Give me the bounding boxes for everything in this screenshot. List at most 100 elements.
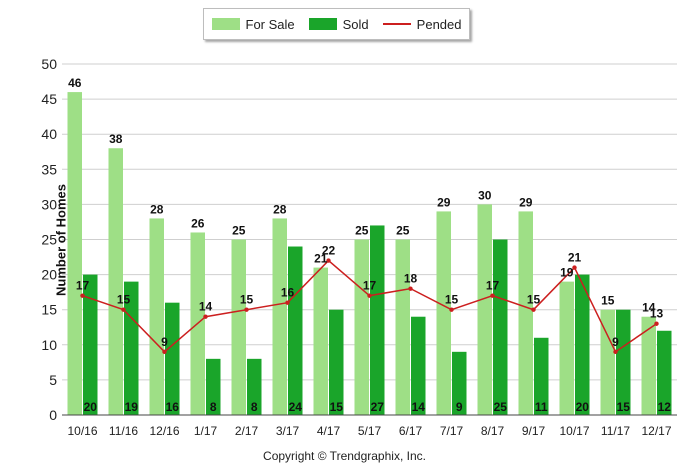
data-label-sold-7/17: 9 <box>456 400 463 414</box>
data-label-pended-12/16: 9 <box>161 335 168 349</box>
bar-sold-8/17 <box>493 239 508 415</box>
legend-swatch-pended <box>382 23 411 25</box>
data-labels: 46 20 38 19 28 16 26 8 25 8 28 24 21 15 25 27 25 14 29 9 30 2… <box>68 76 671 414</box>
pended-point-2/17 <box>244 307 249 312</box>
pended-point-11/17 <box>613 349 618 355</box>
y-tick-label-35: 35 <box>41 161 57 177</box>
data-label-for-sale-12/17: 14 <box>642 301 656 315</box>
pended-point-5/17 <box>367 293 372 298</box>
legend-swatch-for-sale <box>211 18 240 30</box>
pended-point-4/17 <box>326 258 331 263</box>
data-label-sold-8/17: 25 <box>494 400 508 414</box>
data-label-for-sale-3/17: 28 <box>273 202 287 216</box>
bar-sold-3/17 <box>288 246 303 415</box>
x-tick-label-7/17: 7/17 <box>440 424 464 438</box>
data-label-for-sale-5/17: 25 <box>355 224 369 238</box>
pended-point-7/17 <box>449 307 454 312</box>
data-label-pended-10/16: 17 <box>76 279 90 293</box>
data-label-pended-11/16: 15 <box>117 293 131 307</box>
x-tick-label-2/17: 2/17 <box>235 424 259 438</box>
data-label-for-sale-9/17: 29 <box>519 195 533 209</box>
legend-label-sold: Sold <box>342 16 369 32</box>
data-label-for-sale-8/17: 30 <box>478 188 492 202</box>
pended-line-group <box>80 258 659 355</box>
bar-for-sale-8/17 <box>477 204 492 415</box>
data-label-pended-3/17: 16 <box>281 286 295 300</box>
data-label-pended-4/17: 22 <box>322 244 336 258</box>
y-tick-label-40: 40 <box>41 126 57 142</box>
pended-point-6/17 <box>408 286 413 291</box>
bar-for-sale-2/17 <box>231 239 246 415</box>
grid-lines <box>62 63 677 416</box>
x-tick-label-10/17: 10/17 <box>559 424 589 438</box>
bar-for-sale-11/17 <box>600 309 615 415</box>
x-tick-label-8/17: 8/17 <box>481 424 505 438</box>
data-label-sold-9/17: 11 <box>535 400 548 414</box>
bar-sold-9/17 <box>534 337 549 415</box>
x-tick-label-6/17: 6/17 <box>399 424 423 438</box>
legend-item-pended: Pended <box>382 16 462 32</box>
data-label-sold-2/17: 8 <box>251 400 258 414</box>
legend-item-sold: Sold <box>308 16 369 32</box>
pended-point-12/16 <box>162 349 167 355</box>
data-label-for-sale-11/16: 38 <box>109 132 123 146</box>
data-label-pended-11/17: 9 <box>612 335 619 349</box>
data-label-pended-6/17: 18 <box>404 272 418 286</box>
pended-point-8/17 <box>490 293 495 298</box>
y-tick-label-0: 0 <box>49 407 57 423</box>
bar-for-sale-7/17 <box>436 211 451 415</box>
x-tick-label-12/16: 12/16 <box>149 424 179 438</box>
data-label-for-sale-4/17: 21 <box>314 252 328 266</box>
bar-sold-10/17 <box>575 274 590 415</box>
data-label-for-sale-2/17: 25 <box>232 224 246 238</box>
data-label-for-sale-10/17: 19 <box>560 266 574 280</box>
y-tick-label-15: 15 <box>41 302 57 318</box>
data-label-pended-5/17: 17 <box>363 279 377 293</box>
data-label-sold-4/17: 15 <box>330 400 344 414</box>
y-tick-label-5: 5 <box>49 372 57 388</box>
bar-for-sale-3/17 <box>272 218 287 415</box>
data-label-sold-11/17: 15 <box>617 400 631 414</box>
bar-sold-12/16 <box>165 302 180 415</box>
bar-for-sale-6/17 <box>395 239 410 415</box>
bar-for-sale-5/17 <box>354 239 369 415</box>
bar-for-sale-10/16 <box>67 92 82 415</box>
data-label-pended-12/17: 13 <box>650 307 664 321</box>
x-tick-label-10/16: 10/16 <box>67 424 97 438</box>
legend-label-pended: Pended <box>416 16 462 32</box>
y-tick-label-50: 50 <box>41 56 57 72</box>
x-tick-label-1/17: 1/17 <box>194 424 218 438</box>
x-tick-labels: 10/16 11/16 12/16 1/17 2/17 3/17 4/17 5/17 6/17 7… <box>67 424 671 438</box>
bar-for-sale-9/17 <box>518 211 533 415</box>
bar-for-sale-4/17 <box>313 267 328 415</box>
bar-sold-5/17 <box>370 225 385 415</box>
data-label-sold-3/17: 24 <box>289 400 303 414</box>
pended-point-11/16 <box>121 307 126 312</box>
data-label-for-sale-1/17: 26 <box>191 216 205 230</box>
pended-point-1/17 <box>203 314 208 319</box>
bar-sold-10/16 <box>83 274 98 415</box>
data-label-for-sale-11/17: 15 <box>601 294 615 308</box>
y-tick-label-25: 25 <box>41 232 57 248</box>
x-tick-label-3/17: 3/17 <box>276 424 300 438</box>
data-label-sold-12/16: 16 <box>166 400 180 414</box>
x-tick-label-9/17: 9/17 <box>522 424 546 438</box>
y-tick-label-20: 20 <box>41 267 57 283</box>
pended-point-12/17 <box>654 321 659 326</box>
data-label-sold-10/16: 20 <box>84 400 98 414</box>
y-axis-title: Number of Homes <box>53 184 69 296</box>
bar-sold-1/17 <box>206 358 221 415</box>
data-label-sold-5/17: 27 <box>371 400 385 414</box>
data-label-pended-9/17: 15 <box>527 293 541 307</box>
pended-point-3/17 <box>285 300 290 305</box>
data-label-for-sale-6/17: 25 <box>396 224 410 238</box>
y-tick-label-10: 10 <box>41 337 57 353</box>
bar-for-sale-11/16 <box>108 148 123 416</box>
x-tick-label-11/17: 11/17 <box>601 424 630 438</box>
bar-sold-7/17 <box>452 351 467 415</box>
bar-sold-11/17 <box>616 309 631 415</box>
data-label-sold-11/16: 19 <box>125 400 139 414</box>
bar-sold-12/17 <box>657 330 672 415</box>
x-tick-label-11/16: 11/16 <box>109 424 138 438</box>
bar-sold-6/17 <box>411 316 426 415</box>
